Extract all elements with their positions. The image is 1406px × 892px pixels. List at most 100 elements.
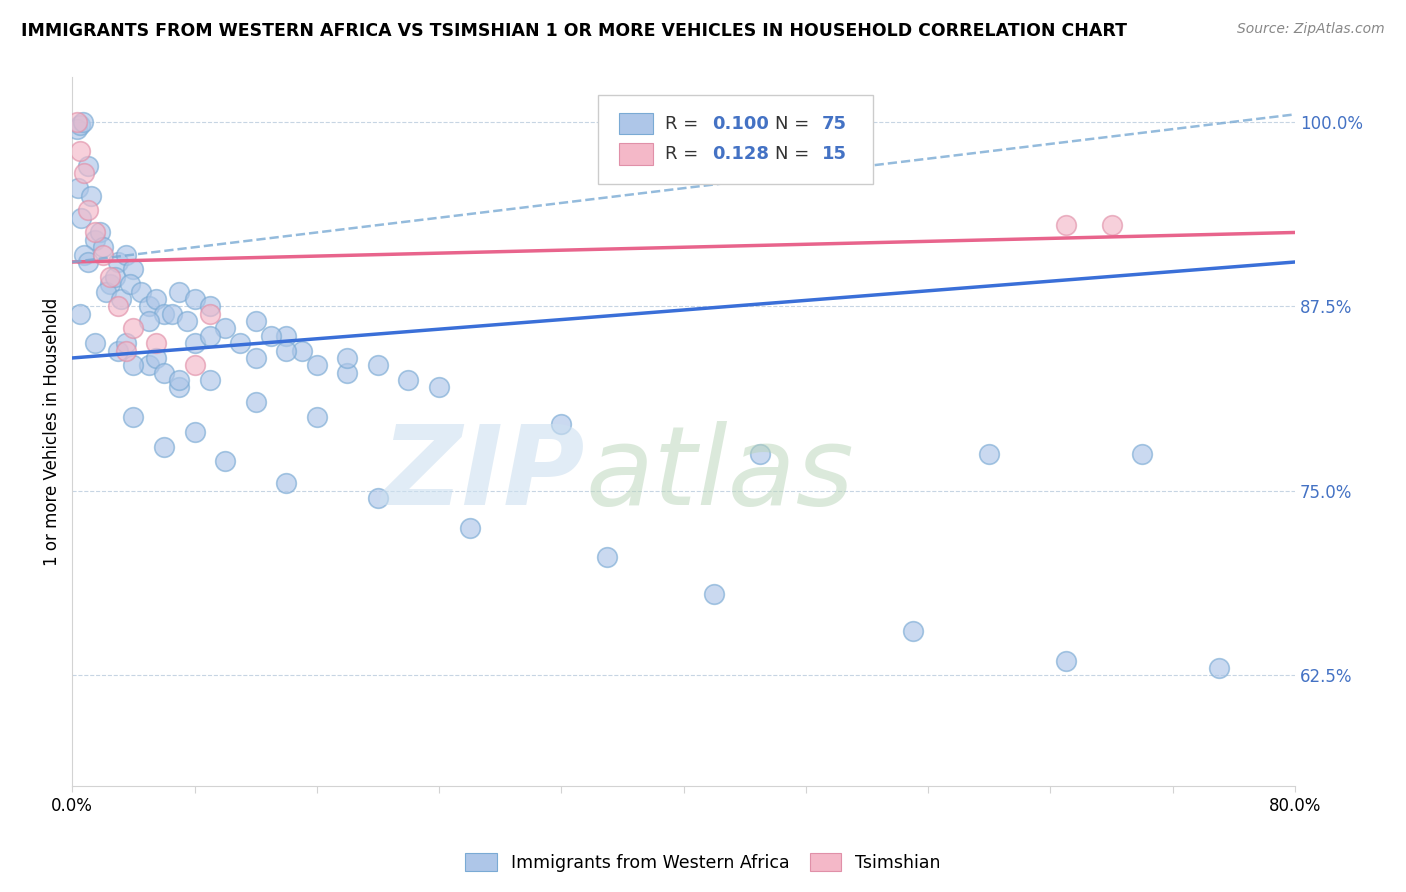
Point <box>245 351 267 365</box>
Point <box>100 277 122 292</box>
Point <box>198 328 221 343</box>
Point <box>69 118 91 132</box>
Point <box>1208 661 1230 675</box>
Point <box>167 285 190 299</box>
Point <box>153 307 176 321</box>
Point <box>183 292 205 306</box>
Point <box>122 359 145 373</box>
Text: IMMIGRANTS FROM WESTERN AFRICA VS TSIMSHIAN 1 OR MORE VEHICLES IN HOUSEHOLD CORR: IMMIGRANTS FROM WESTERN AFRICA VS TSIMSH… <box>21 22 1128 40</box>
Point <box>749 447 772 461</box>
Point <box>703 587 725 601</box>
Point <box>129 285 152 299</box>
Point <box>104 269 127 284</box>
Point <box>114 247 136 261</box>
Point <box>114 343 136 358</box>
Text: 0.100: 0.100 <box>711 114 769 133</box>
Y-axis label: 1 or more Vehicles in Household: 1 or more Vehicles in Household <box>44 298 60 566</box>
Point <box>550 417 572 432</box>
Text: 15: 15 <box>821 145 846 163</box>
Text: atlas: atlas <box>586 421 855 528</box>
Point <box>214 321 236 335</box>
Point <box>183 359 205 373</box>
Point <box>89 226 111 240</box>
Point <box>198 299 221 313</box>
Point <box>122 321 145 335</box>
Point <box>336 366 359 380</box>
Text: ZIP: ZIP <box>382 421 586 528</box>
Point <box>84 233 107 247</box>
Point <box>276 476 298 491</box>
Point <box>73 247 96 261</box>
Point <box>70 211 93 225</box>
Text: N =: N = <box>775 145 815 163</box>
Point <box>1054 654 1077 668</box>
Point <box>69 145 91 159</box>
Point <box>145 336 167 351</box>
Point <box>138 359 160 373</box>
Point <box>94 285 117 299</box>
Point <box>66 114 89 128</box>
Point <box>79 188 101 202</box>
Text: 0.128: 0.128 <box>711 145 769 163</box>
Point <box>1101 218 1123 232</box>
Point <box>336 351 359 365</box>
Point <box>183 425 205 439</box>
Point <box>120 277 142 292</box>
Point <box>138 299 160 313</box>
Point <box>66 122 89 136</box>
Point <box>76 203 98 218</box>
Point <box>84 336 107 351</box>
Point <box>229 336 252 351</box>
FancyBboxPatch shape <box>619 113 652 134</box>
Point <box>1130 447 1153 461</box>
Point <box>198 307 221 321</box>
Text: N =: N = <box>775 114 815 133</box>
Point <box>305 359 328 373</box>
Text: 75: 75 <box>821 114 846 133</box>
FancyBboxPatch shape <box>619 144 652 165</box>
Point <box>145 351 167 365</box>
Point <box>276 343 298 358</box>
Point <box>160 307 183 321</box>
Point <box>596 550 619 565</box>
Point <box>138 314 160 328</box>
Point <box>76 255 98 269</box>
Point <box>901 624 924 639</box>
Point <box>73 166 96 180</box>
Point <box>69 307 91 321</box>
Point <box>176 314 198 328</box>
Point <box>245 314 267 328</box>
Point <box>107 343 129 358</box>
Point <box>458 521 481 535</box>
Point <box>114 336 136 351</box>
Point <box>122 262 145 277</box>
Point <box>979 447 1001 461</box>
Point <box>367 491 389 506</box>
Point <box>260 328 283 343</box>
Point <box>153 440 176 454</box>
Point <box>107 255 129 269</box>
Point <box>76 159 98 173</box>
Point <box>305 410 328 425</box>
Point <box>145 292 167 306</box>
Point <box>245 395 267 409</box>
Point <box>276 328 298 343</box>
Point <box>183 336 205 351</box>
Legend: Immigrants from Western Africa, Tsimshian: Immigrants from Western Africa, Tsimshia… <box>458 847 948 879</box>
Text: Source: ZipAtlas.com: Source: ZipAtlas.com <box>1237 22 1385 37</box>
Point <box>107 299 129 313</box>
Point <box>110 292 132 306</box>
Point <box>91 247 114 261</box>
Point <box>1054 218 1077 232</box>
Point <box>398 373 420 387</box>
Text: R =: R = <box>665 114 704 133</box>
FancyBboxPatch shape <box>598 95 873 184</box>
Point <box>91 240 114 254</box>
Point <box>214 454 236 468</box>
Text: R =: R = <box>665 145 704 163</box>
Point <box>290 343 312 358</box>
Point <box>153 366 176 380</box>
Point <box>84 226 107 240</box>
Point <box>72 114 94 128</box>
Point <box>167 373 190 387</box>
